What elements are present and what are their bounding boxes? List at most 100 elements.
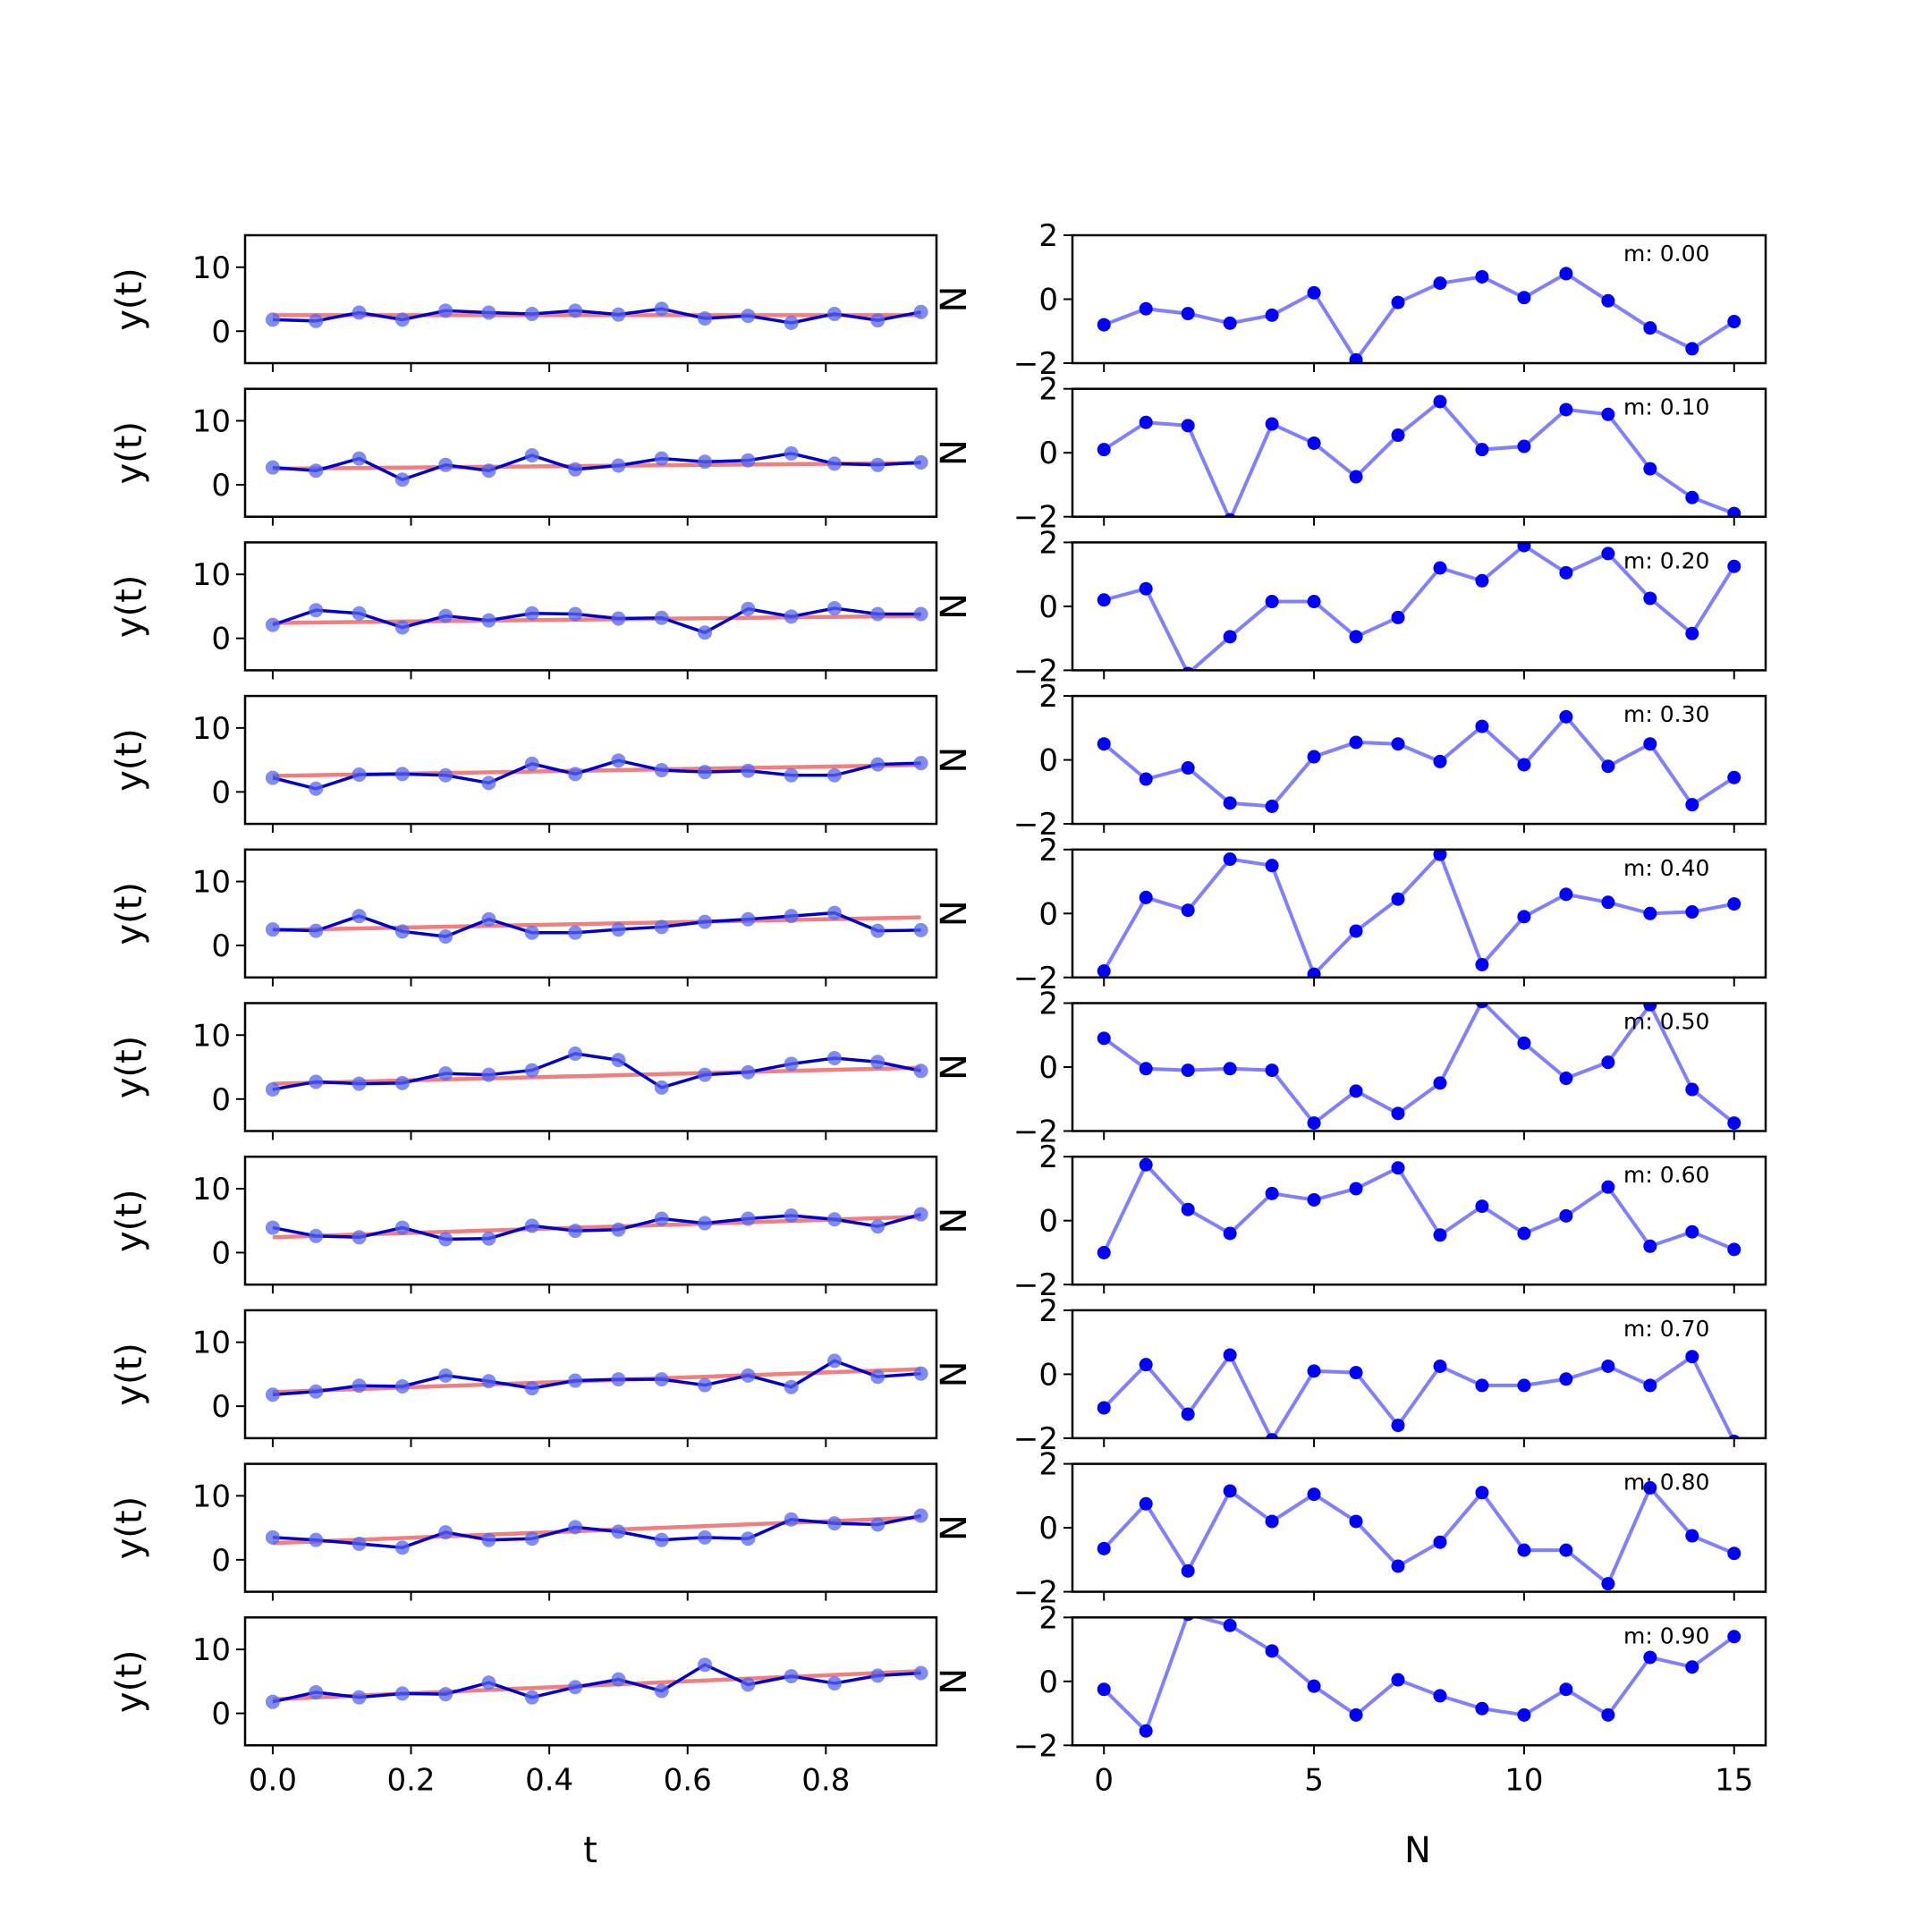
data-point [913,1366,928,1381]
noise-point [1601,1577,1615,1591]
noise-point [1139,1496,1153,1511]
data-point [438,1525,453,1540]
data-point [524,925,539,940]
data-series-line [272,1513,921,1550]
data-point [352,451,367,466]
noise-point [1307,285,1321,300]
noise-point [1517,1378,1531,1393]
noise-point [1265,1514,1279,1529]
data-point [913,756,928,771]
y-tick-label: 2 [1038,679,1058,715]
data-point [568,1373,583,1388]
noise-point [1349,1707,1363,1722]
right-plot-area [1097,1480,1741,1591]
noise-point [1433,1535,1447,1549]
noise-point [1307,436,1321,450]
x-tick-label: 0.8 [801,1762,850,1798]
data-point [611,307,626,322]
noise-point [1181,307,1195,321]
left-plot-area [265,1508,928,1555]
data-point [394,1075,410,1090]
data-point [611,1222,626,1237]
slope-annotation: m: 0.90 [1623,1623,1709,1648]
noise-point [1475,958,1489,971]
noise-point [1475,1199,1489,1214]
data-point [524,1381,539,1396]
noise-point [1097,1682,1111,1697]
noise-point [1391,1419,1405,1433]
data-point [265,1530,280,1545]
y-tick-label: 10 [192,403,231,439]
data-point [654,1683,669,1699]
data-point [913,304,928,319]
y-tick-label: 0 [211,1543,231,1579]
noise-series-line [1102,1352,1735,1438]
left-panel: 0 10 y(t) N [109,233,975,372]
noise-point [1559,1072,1573,1086]
data-point [568,1520,583,1535]
data-point [654,919,669,935]
data-point [481,911,496,927]
y-axis-label: y(t) [109,1650,150,1714]
data-point [611,753,626,768]
data-point [826,456,842,471]
noise-point [1181,1202,1195,1216]
y-tick-label: −2 [1013,653,1058,689]
data-point [394,472,410,487]
data-point [913,1508,928,1523]
y-tick-label: 10 [192,1326,231,1361]
noise-point [1643,1003,1657,1012]
left-plot-area [265,905,928,945]
data-point [870,923,886,938]
data-point [309,1384,324,1399]
left-panel: 0 10 y(t) N [109,848,975,987]
noise-point [1097,737,1111,751]
y-tick-label: −2 [1013,1421,1058,1457]
data-point [352,909,367,924]
data-point [524,448,539,463]
x-tick-label: 0.6 [664,1762,712,1798]
noise-point [1223,852,1237,867]
x-tick-label: 0.0 [249,1762,297,1798]
noise-point [1223,1226,1237,1241]
noise-point [1139,581,1153,596]
noise-point [1139,1358,1153,1372]
slope-annotation: m: 0.60 [1623,1162,1709,1188]
y-axis-label: y(t) [109,1189,150,1252]
data-point [265,617,280,632]
y-axis-label: y(t) [109,1496,150,1560]
data-point [741,911,756,927]
y-tick-label: 10 [192,1172,231,1208]
data-point [741,1211,756,1226]
right-panel: −2 0 2 m: 0.40 [1013,833,1767,996]
left-panel: 0 10 y(t) N [109,1002,975,1140]
noise-point [1475,719,1489,733]
data-point [654,451,669,466]
slope-annotation: m: 0.30 [1623,701,1709,727]
data-point [826,601,842,616]
y-tick-label: 10 [192,250,231,286]
y-axis-label: y(t) [109,1343,150,1406]
data-point [913,922,928,937]
noise-point [1475,443,1489,457]
noise-point [1433,561,1447,575]
y-tick-label: −2 [1013,1114,1058,1150]
noise-point [1139,1062,1153,1076]
noise-point [1223,1618,1237,1632]
noise-point [1601,759,1615,774]
data-point [438,1066,453,1081]
y-tick-label: 10 [192,1632,231,1668]
noise-series-line [1103,271,1735,363]
right-panel: −2 0 2 0 5 10 15 m: 0.90 [1013,1600,1767,1798]
y-tick-label: 10 [192,1018,231,1054]
noise-point [1391,1673,1405,1687]
noise-point [1433,754,1447,768]
noise-point [1307,595,1321,609]
noise-point [1265,799,1279,813]
left-plot-area [265,1657,928,1709]
noise-point [1475,573,1489,588]
y-tick-label: −2 [1013,500,1058,536]
noise-point [1685,1350,1699,1364]
left-panel: 0 10 y(t) N [109,387,975,526]
y-tick-label: −2 [1013,346,1058,382]
